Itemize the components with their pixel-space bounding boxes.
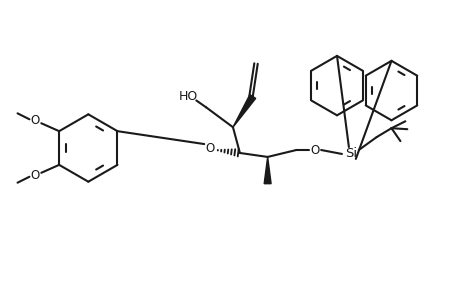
Text: Si: Si [344,148,356,160]
Text: O: O [205,142,214,154]
Text: O: O [310,143,319,157]
Text: O: O [31,169,40,182]
Text: O: O [31,114,40,127]
Polygon shape [232,94,255,127]
Polygon shape [263,157,270,184]
Text: HO: HO [179,90,197,103]
